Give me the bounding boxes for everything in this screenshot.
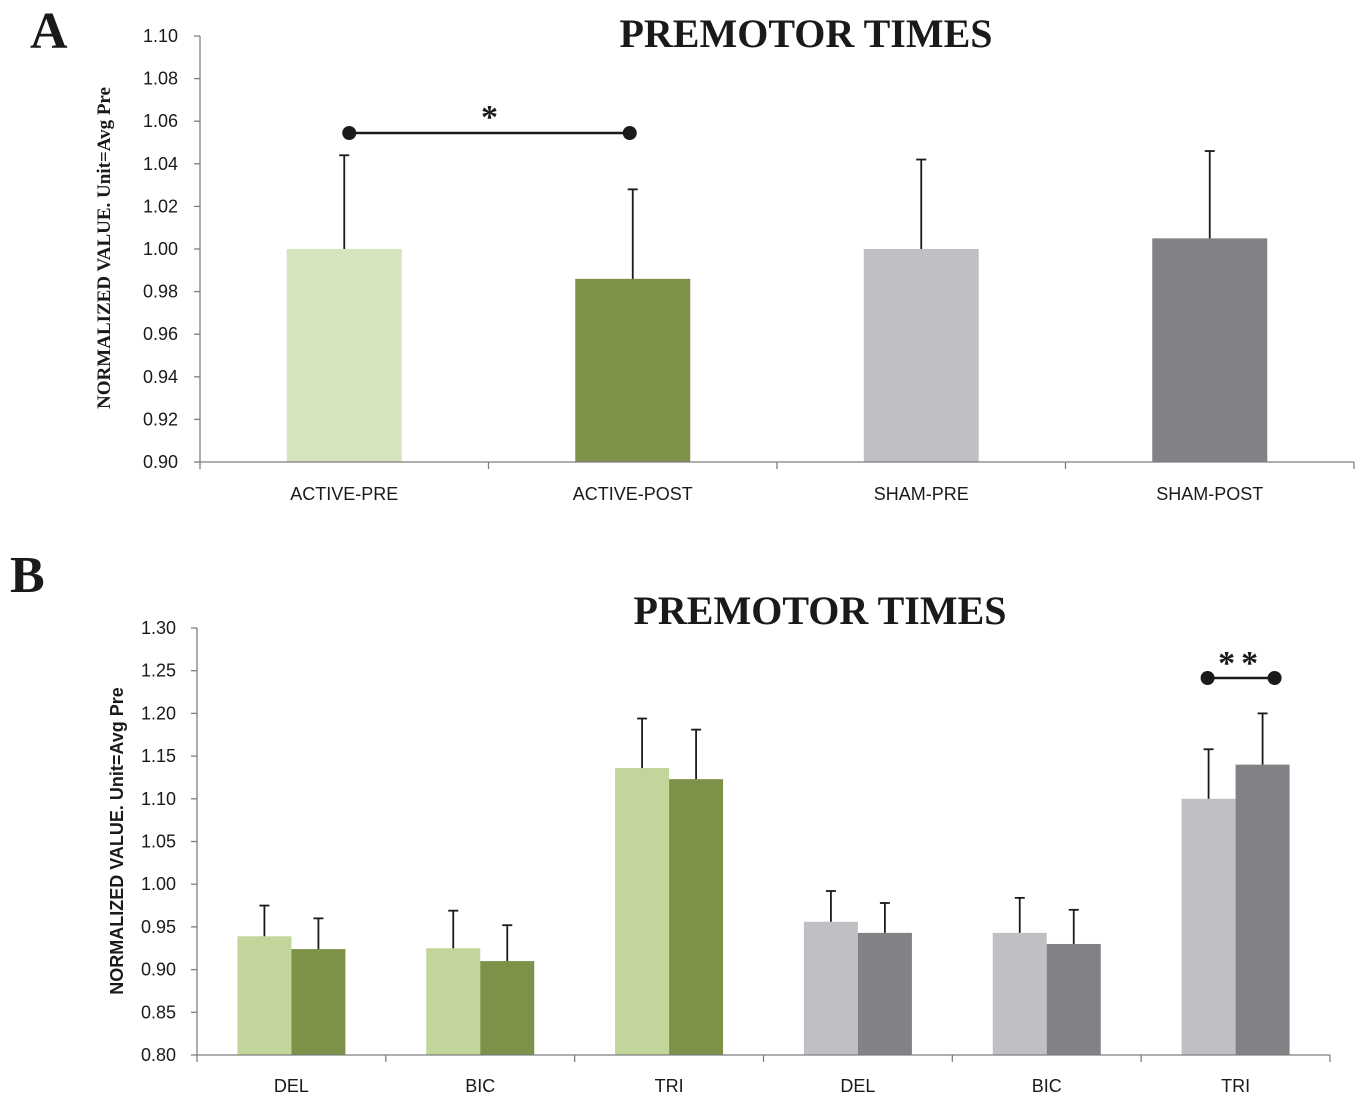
chart-b-bar-del-pre xyxy=(803,921,858,1055)
chart-b-bar-bic-pre xyxy=(992,932,1047,1055)
panel-b-letter: B xyxy=(10,547,45,604)
chart-a-bar-sham-pre xyxy=(863,249,979,462)
chart-b: PREMOTOR TIMES NORMALIZED VALUE. Unit=Av… xyxy=(107,588,1331,1095)
chart-a-x-tick-label: ACTIVE-PRE xyxy=(290,484,398,504)
chart-b-y-tick-label: 1.05 xyxy=(141,832,176,852)
chart-a-x-ticks: ACTIVE-PRE ACTIVE-POST SHAM-PRE SHAM-POST xyxy=(290,484,1263,504)
chart-a-y-tick-label: 0.92 xyxy=(143,409,178,429)
chart-b-y-tick-label: 1.10 xyxy=(141,789,176,809)
significance-endpoint xyxy=(1200,671,1215,685)
chart-b-y-tick-label: 1.15 xyxy=(141,746,176,766)
chart-b-x-tick-label: TRI xyxy=(655,1076,684,1095)
significance-label: ** xyxy=(1218,645,1264,682)
chart-a: PREMOTOR TIMES NORMALIZED VALUE. Unit=Av… xyxy=(94,11,1355,504)
chart-b-bar-bic-post xyxy=(1046,943,1101,1055)
chart-a-bar-active-post xyxy=(575,278,691,462)
chart-b-bar-tri-post xyxy=(1235,764,1290,1055)
chart-a-x-tick-label: SHAM-POST xyxy=(1156,484,1263,504)
chart-b-y-tick-label: 0.80 xyxy=(141,1045,176,1065)
chart-b-bar-del-post xyxy=(857,932,912,1055)
chart-a-y-tick-label: 1.06 xyxy=(143,111,178,131)
chart-a-y-tick-label: 1.04 xyxy=(143,154,178,174)
chart-b-bar-tri-pre xyxy=(1181,798,1236,1055)
chart-a-bars xyxy=(286,150,1268,462)
chart-b-y-tick-label: 0.95 xyxy=(141,917,176,937)
chart-a-y-tick-label: 1.10 xyxy=(143,26,178,46)
chart-a-significance: * xyxy=(342,99,637,140)
significance-endpoint xyxy=(342,126,357,140)
panel-a-letter: A xyxy=(30,3,68,60)
chart-b-x-ticks: DEL BIC TRI DEL BIC TRI xyxy=(274,1076,1250,1095)
chart-b-x-tick-label: BIC xyxy=(1032,1076,1062,1095)
chart-b-axes xyxy=(196,628,1331,1062)
chart-b-bar-del-post xyxy=(291,949,346,1055)
chart-b-y-tick-label: 1.20 xyxy=(141,703,176,723)
chart-b-y-tick-label: 1.30 xyxy=(141,618,176,638)
chart-b-bar-tri-pre xyxy=(615,768,670,1055)
chart-a-y-tick-label: 1.02 xyxy=(143,196,178,216)
chart-a-y-ticks: 0.90 0.92 0.94 0.96 0.98 1.00 1.02 1.04 1.06 1.08… xyxy=(143,26,200,472)
chart-b-title: PREMOTOR TIMES xyxy=(633,588,1006,633)
chart-b-x-tick-label: TRI xyxy=(1221,1076,1250,1095)
chart-a-bar-active-pre xyxy=(286,249,402,462)
chart-b-y-tick-label: 0.90 xyxy=(141,960,176,980)
chart-a-y-tick-label: 0.96 xyxy=(143,324,178,344)
chart-a-y-axis-label: NORMALIZED VALUE. Unit=Avg Pre xyxy=(94,87,115,409)
chart-b-x-tick-label: BIC xyxy=(465,1076,495,1095)
chart-b-y-axis-label: NORMALIZED VALUE. Unit=Avg Pre xyxy=(107,687,127,995)
chart-a-y-tick-label: 1.00 xyxy=(143,239,178,259)
significance-endpoint xyxy=(622,126,637,140)
chart-a-y-tick-label: 0.98 xyxy=(143,282,178,302)
chart-a-title: PREMOTOR TIMES xyxy=(619,11,992,56)
chart-b-bar-bic-post xyxy=(480,961,535,1055)
chart-a-y-tick-label: 0.90 xyxy=(143,452,178,472)
chart-b-y-tick-label: 1.00 xyxy=(141,874,176,894)
chart-b-significance: ** xyxy=(1200,645,1282,685)
chart-a-x-tick-label: SHAM-PRE xyxy=(874,484,969,504)
chart-a-bar-sham-post xyxy=(1152,238,1268,462)
chart-b-y-tick-label: 1.25 xyxy=(141,661,176,681)
chart-b-y-tick-label: 0.85 xyxy=(141,1002,176,1022)
chart-a-y-tick-label: 1.08 xyxy=(143,69,178,89)
chart-b-bar-del-pre xyxy=(237,936,292,1055)
chart-a-x-tick-label: ACTIVE-POST xyxy=(573,484,693,504)
significance-label: * xyxy=(481,99,498,136)
chart-b-bar-bic-pre xyxy=(426,948,481,1055)
chart-a-y-tick-label: 0.94 xyxy=(143,367,178,387)
chart-b-x-tick-label: DEL xyxy=(274,1076,309,1095)
chart-a-axes xyxy=(199,36,1355,469)
chart-b-x-tick-label: DEL xyxy=(840,1076,875,1095)
significance-endpoint xyxy=(1267,671,1282,685)
chart-b-y-ticks: 0.80 0.85 0.90 0.95 1.00 1.05 1.10 1.15 1.20 1.25… xyxy=(141,618,197,1065)
chart-b-bars xyxy=(237,712,1290,1055)
chart-b-bar-tri-post xyxy=(669,779,724,1055)
